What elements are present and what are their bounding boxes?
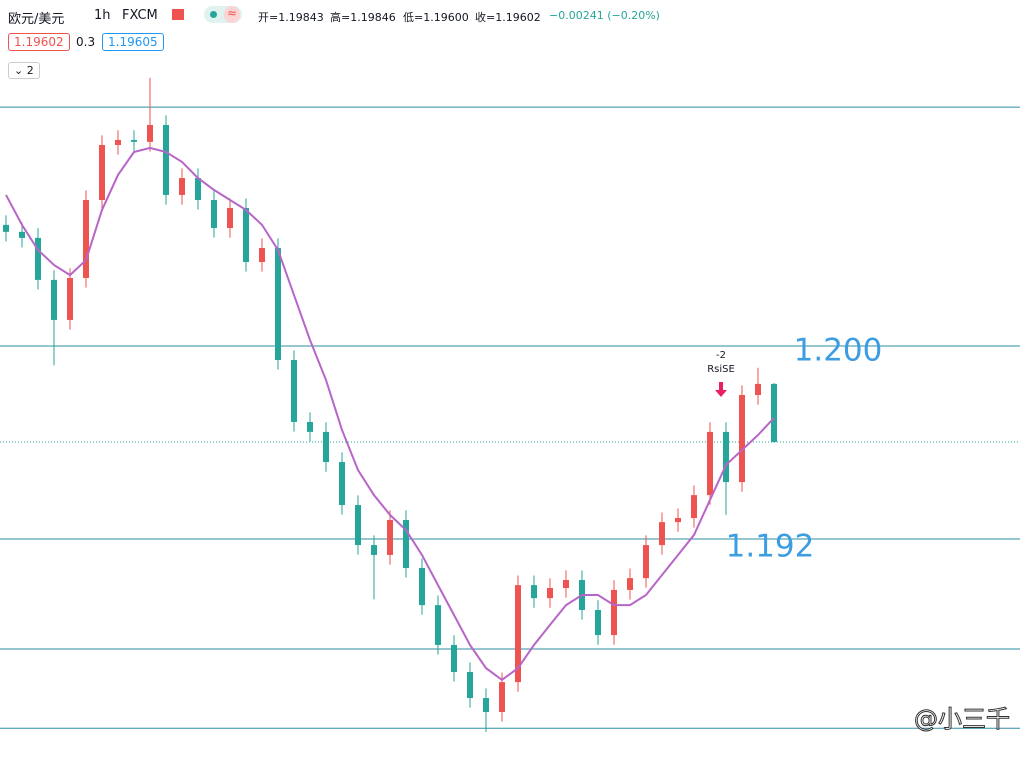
- candle-body: [99, 145, 105, 201]
- candle-body: [291, 359, 297, 423]
- candle-body: [115, 139, 121, 146]
- candle-body: [339, 462, 345, 506]
- candle-body: [371, 545, 377, 555]
- signal-arrow: [715, 382, 727, 397]
- candle-body: [387, 519, 393, 555]
- watermark: @小三千: [914, 705, 1010, 733]
- candle-body: [355, 505, 361, 546]
- candle-body: [67, 277, 73, 320]
- candle-body: [723, 431, 729, 483]
- candle-body: [227, 207, 233, 229]
- indicator-toggle[interactable]: ⌄ 2: [8, 62, 40, 79]
- ohlc-close: 收=1.19602: [475, 11, 541, 24]
- candle-body: [755, 383, 761, 395]
- candle-body: [323, 431, 329, 463]
- candle-body: [179, 178, 185, 195]
- candle-body: [563, 580, 569, 589]
- candle-body: [435, 605, 441, 645]
- candle-body: [771, 383, 777, 443]
- interval[interactable]: 1h: [94, 8, 111, 23]
- candle-body: [483, 698, 489, 713]
- level-label: 1.200: [794, 333, 883, 369]
- symbol[interactable]: 欧元/美元: [8, 12, 65, 27]
- candle-body: [611, 589, 617, 636]
- ohlc-low: 低=1.19600: [403, 11, 469, 24]
- flag[interactable]: [172, 9, 184, 20]
- candle-body: [3, 224, 9, 232]
- candle-body: [451, 644, 457, 672]
- candle-body: [131, 139, 137, 142]
- status-dot: [210, 11, 217, 18]
- ohlc-high: 高=1.19846: [330, 11, 396, 24]
- spread: 0.3: [76, 35, 96, 49]
- candle-body: [195, 178, 201, 201]
- ohlc-open: 开=1.19843: [258, 11, 324, 24]
- level-label: 1.192: [726, 529, 815, 565]
- candle-body: [211, 200, 217, 229]
- candle-body: [691, 495, 697, 519]
- signal-count: -2: [716, 350, 726, 361]
- candle-body: [243, 207, 249, 263]
- signal-name: RsiSE: [707, 364, 735, 375]
- candle-body: [419, 567, 425, 606]
- candle-body: [675, 518, 681, 523]
- buy-price[interactable]: 1.19605: [102, 33, 164, 51]
- candle-body: [163, 124, 169, 195]
- candle-body: [707, 431, 713, 496]
- candle-body: [499, 682, 505, 713]
- candle-body: [51, 279, 57, 320]
- indicator-count: 2: [26, 64, 34, 77]
- candle-body: [659, 522, 665, 546]
- candle-body: [467, 671, 473, 699]
- status-wave: ≈: [224, 6, 240, 23]
- candle-body: [643, 545, 649, 579]
- candle-body: [531, 585, 537, 599]
- source: FXCM: [122, 8, 158, 23]
- change: −0.00241 (−0.20%): [549, 9, 660, 22]
- candle-body: [547, 588, 553, 599]
- moving-average: [5, 146, 775, 682]
- candle-body: [627, 578, 633, 590]
- candle-body: [515, 585, 521, 683]
- candle-body: [595, 609, 601, 636]
- candle-body: [307, 422, 313, 432]
- candle-body: [403, 519, 409, 568]
- candle-body: [19, 231, 25, 238]
- candle-body: [35, 237, 41, 280]
- candle-body: [147, 124, 153, 142]
- candle-body: [739, 394, 745, 483]
- candle-body: [275, 248, 281, 360]
- sell-price[interactable]: 1.19602: [8, 33, 70, 51]
- candle-body: [83, 200, 89, 278]
- candle-body: [259, 248, 265, 263]
